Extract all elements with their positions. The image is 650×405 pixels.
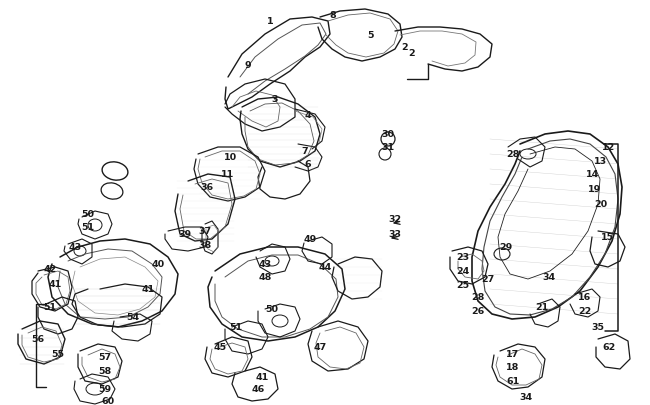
Text: 49: 49 <box>304 235 317 244</box>
Text: 13: 13 <box>593 157 606 166</box>
Text: 32: 32 <box>389 215 402 224</box>
Text: 62: 62 <box>603 343 616 352</box>
Text: 55: 55 <box>51 350 64 358</box>
Text: 28: 28 <box>471 293 485 302</box>
Text: 50: 50 <box>81 210 94 219</box>
Text: 42: 42 <box>44 265 57 274</box>
Text: 36: 36 <box>200 183 214 192</box>
Text: 15: 15 <box>601 233 614 242</box>
Text: 20: 20 <box>595 200 608 209</box>
Text: 57: 57 <box>98 353 112 362</box>
Text: 27: 27 <box>482 275 495 284</box>
Text: 31: 31 <box>382 143 395 152</box>
Text: 41: 41 <box>142 285 155 294</box>
Text: 5: 5 <box>368 30 374 39</box>
Text: 33: 33 <box>389 230 402 239</box>
Text: 56: 56 <box>31 335 45 344</box>
Text: 51: 51 <box>81 223 94 232</box>
Text: 58: 58 <box>98 367 112 375</box>
Text: 61: 61 <box>506 377 519 386</box>
Text: 21: 21 <box>536 303 549 312</box>
Text: 28: 28 <box>506 150 520 159</box>
Text: 2: 2 <box>408 48 415 58</box>
Text: 1: 1 <box>266 17 273 26</box>
Text: 48: 48 <box>258 273 272 282</box>
Text: 35: 35 <box>592 323 604 332</box>
Text: 59: 59 <box>98 385 112 394</box>
Text: 34: 34 <box>543 273 556 282</box>
Text: 51: 51 <box>229 323 242 332</box>
Text: 14: 14 <box>586 170 599 179</box>
Text: 29: 29 <box>499 243 513 252</box>
Text: 22: 22 <box>578 307 592 316</box>
Text: 37: 37 <box>198 227 211 236</box>
Text: 54: 54 <box>127 313 140 322</box>
Text: 19: 19 <box>588 185 602 194</box>
Text: 51: 51 <box>44 303 57 312</box>
Text: 10: 10 <box>224 153 237 162</box>
Text: 30: 30 <box>382 130 395 139</box>
Text: 41: 41 <box>48 280 62 289</box>
Text: 26: 26 <box>471 307 485 316</box>
Text: 38: 38 <box>198 241 212 250</box>
Text: 43: 43 <box>68 243 81 252</box>
Text: 44: 44 <box>318 263 332 272</box>
Text: 18: 18 <box>506 362 520 371</box>
Text: 2: 2 <box>402 43 408 52</box>
Text: 17: 17 <box>506 350 519 358</box>
Text: 8: 8 <box>330 11 337 19</box>
Text: 3: 3 <box>272 95 278 104</box>
Text: 24: 24 <box>456 267 469 276</box>
Text: 12: 12 <box>603 143 616 152</box>
Text: 4: 4 <box>305 110 311 119</box>
Text: 50: 50 <box>265 305 278 314</box>
Text: 6: 6 <box>305 160 311 169</box>
Text: 11: 11 <box>222 170 235 179</box>
Text: 9: 9 <box>244 60 252 69</box>
Text: 47: 47 <box>313 343 326 352</box>
Text: 41: 41 <box>255 373 268 382</box>
Text: 45: 45 <box>213 343 227 352</box>
Text: 25: 25 <box>456 281 469 290</box>
Text: 16: 16 <box>578 293 592 302</box>
Text: 43: 43 <box>259 260 272 269</box>
Text: 60: 60 <box>101 396 114 405</box>
Text: 39: 39 <box>179 230 192 239</box>
Text: 46: 46 <box>252 385 265 394</box>
Text: 40: 40 <box>151 260 164 269</box>
Text: 7: 7 <box>302 147 308 156</box>
Text: 23: 23 <box>456 253 469 262</box>
Text: 34: 34 <box>519 392 532 401</box>
